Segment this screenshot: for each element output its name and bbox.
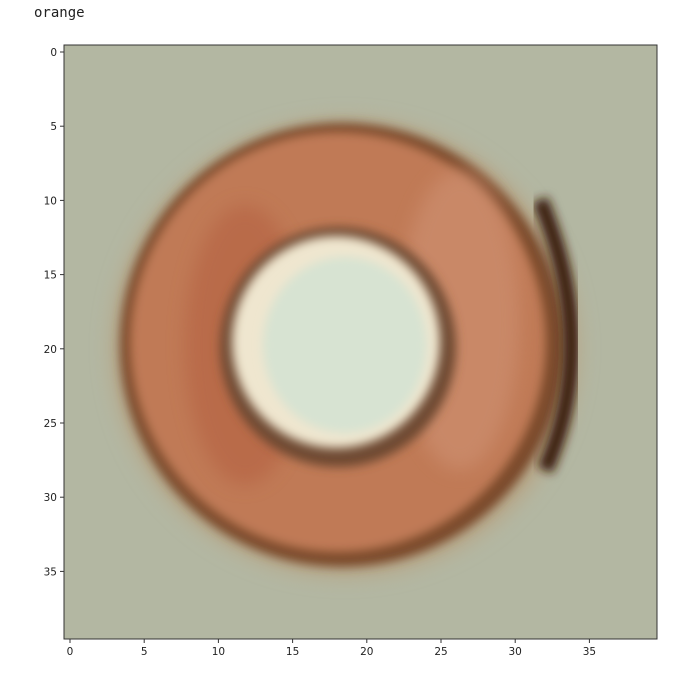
x-tick-label: 10 bbox=[212, 646, 225, 658]
x-tick-label: 0 bbox=[67, 646, 74, 658]
y-tick-label: 35 bbox=[44, 566, 57, 578]
y-tick-label: 25 bbox=[44, 418, 57, 430]
y-tick-label: 20 bbox=[44, 344, 57, 356]
x-tick-label: 30 bbox=[509, 646, 522, 658]
x-tick-label: 25 bbox=[434, 646, 447, 658]
image-area bbox=[64, 45, 657, 639]
center-core bbox=[263, 257, 427, 433]
ring-dark-crescent bbox=[532, 196, 580, 474]
y-tick-label: 0 bbox=[50, 47, 57, 59]
x-tick-label: 15 bbox=[286, 646, 299, 658]
x-tick-label: 35 bbox=[583, 646, 596, 658]
x-axis: 0 5 10 15 20 25 30 35 bbox=[67, 639, 596, 658]
y-tick-label: 10 bbox=[44, 195, 57, 207]
y-tick-label: 15 bbox=[44, 270, 57, 282]
y-axis: 0 5 10 15 20 25 30 35 bbox=[44, 47, 64, 578]
predicted-label: orange bbox=[34, 5, 85, 21]
x-tick-label: 5 bbox=[141, 646, 148, 658]
x-tick-label: 20 bbox=[360, 646, 373, 658]
y-tick-label: 30 bbox=[44, 492, 57, 504]
axes-frame bbox=[63, 44, 658, 640]
y-tick-label: 5 bbox=[50, 121, 57, 133]
